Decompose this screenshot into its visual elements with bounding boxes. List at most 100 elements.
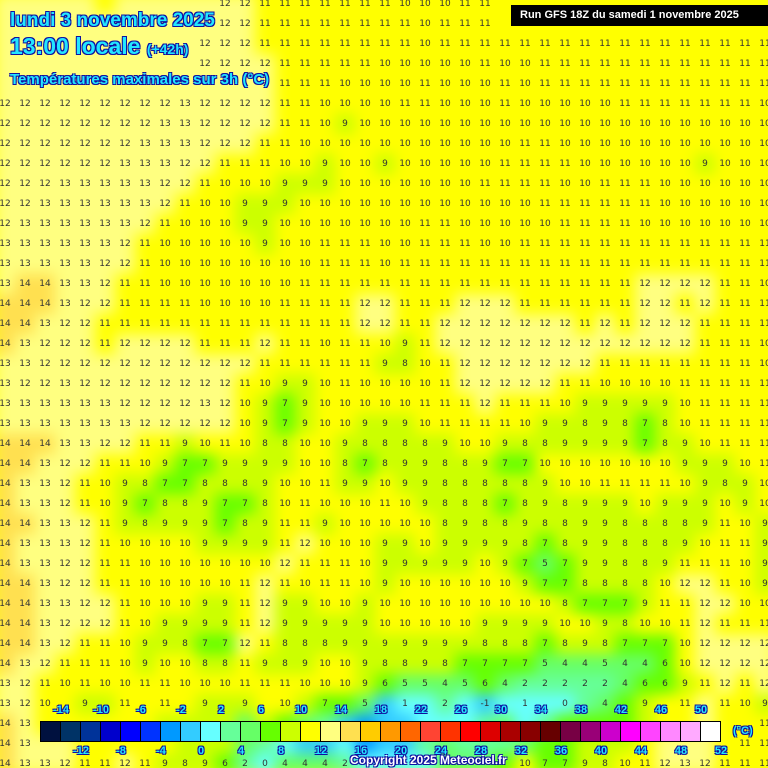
grid-value: 13 — [39, 199, 51, 209]
grid-value: 11 — [519, 39, 531, 49]
grid-value: 7 — [602, 599, 608, 609]
grid-value: 11 — [619, 279, 631, 289]
grid-value: 13 — [79, 399, 91, 409]
grid-value: 10 — [359, 179, 371, 189]
grid-value: 11 — [619, 299, 631, 309]
legend-label-bottom: 20 — [394, 745, 408, 757]
grid-value: 12 — [99, 379, 111, 389]
grid-value: 14 — [39, 299, 51, 309]
grid-value: 10 — [639, 159, 651, 169]
grid-value: 10 — [559, 139, 571, 149]
grid-value: 12 — [159, 399, 171, 409]
grid-value: 11 — [499, 259, 511, 269]
grid-value: 12 — [19, 99, 31, 109]
grid-value: 9 — [142, 639, 148, 649]
grid-value: 11 — [719, 579, 731, 589]
grid-value: 8 — [142, 479, 148, 489]
grid-value: 10 — [699, 539, 711, 549]
grid-value: 11 — [619, 59, 631, 69]
grid-value: 7 — [522, 659, 528, 669]
grid-value: 10 — [439, 0, 451, 9]
grid-value: 10 — [219, 299, 231, 309]
grid-value: 9 — [362, 679, 368, 689]
grid-value: 8 — [562, 519, 568, 529]
grid-value: 11 — [299, 499, 311, 509]
grid-value: 11 — [259, 0, 271, 9]
grid-value: 12 — [199, 39, 211, 49]
grid-value: 10 — [619, 159, 631, 169]
grid-value: 9 — [742, 479, 748, 489]
grid-value: 8 — [482, 639, 488, 649]
parameter-title: Températures maximales sur 3h (°C) — [10, 71, 270, 88]
grid-value: 2 — [522, 679, 528, 689]
grid-value: 9 — [502, 619, 508, 629]
grid-value: 11 — [479, 39, 491, 49]
grid-value: 12 — [39, 139, 51, 149]
legend-swatch — [601, 722, 621, 741]
grid-value: 11 — [479, 0, 491, 9]
grid-value: 11 — [699, 319, 711, 329]
grid-value: 10 — [379, 139, 391, 149]
grid-value: 11 — [299, 279, 311, 289]
grid-value: 10 — [419, 619, 431, 629]
grid-value: 9 — [622, 439, 628, 449]
grid-value: 10 — [199, 199, 211, 209]
grid-value: 9 — [182, 519, 188, 529]
grid-value: 11 — [599, 239, 611, 249]
grid-value: 10 — [459, 599, 471, 609]
grid-value: 8 — [642, 559, 648, 569]
grid-value: 9 — [422, 459, 428, 469]
grid-value: 13 — [59, 239, 71, 249]
grid-value: 12 — [39, 339, 51, 349]
grid-value: 11 — [559, 219, 571, 229]
grid-value: 9 — [222, 619, 228, 629]
grid-value: 12 — [499, 379, 511, 389]
grid-value: 10 — [199, 299, 211, 309]
legend-swatch — [661, 722, 681, 741]
grid-value: 9 — [162, 619, 168, 629]
grid-value: 7 — [222, 639, 228, 649]
grid-value: 12 — [39, 159, 51, 169]
grid-value: 11 — [739, 279, 751, 289]
grid-value: 10 — [279, 239, 291, 249]
grid-value: 11 — [119, 459, 131, 469]
grid-value: 10 — [339, 99, 351, 109]
grid-value: 14 — [0, 519, 11, 529]
grid-value: 10 — [619, 119, 631, 129]
grid-value: 10 — [439, 119, 451, 129]
grid-value: 11 — [599, 79, 611, 89]
grid-value: 10 — [239, 179, 251, 189]
grid-value: 11 — [619, 179, 631, 189]
grid-value: 10 — [219, 259, 231, 269]
grid-value: 11 — [519, 279, 531, 289]
grid-value: 10 — [579, 459, 591, 469]
grid-value: 8 — [562, 599, 568, 609]
grid-value: 11 — [459, 419, 471, 429]
grid-value: 10 — [359, 399, 371, 409]
grid-value: 10 — [459, 139, 471, 149]
grid-value: 12 — [679, 339, 691, 349]
grid-value: 8 — [522, 639, 528, 649]
grid-value: 12 — [19, 199, 31, 209]
grid-value: 13 — [19, 399, 31, 409]
grid-value: 10 — [259, 299, 271, 309]
grid-value: 13 — [139, 159, 151, 169]
grid-value: 11 — [179, 299, 191, 309]
grid-value: 11 — [679, 699, 691, 709]
grid-value: 12 — [179, 159, 191, 169]
grid-value: 11 — [499, 99, 511, 109]
grid-value: 12 — [439, 319, 451, 329]
grid-value: 10 — [319, 119, 331, 129]
grid-value: 11 — [339, 0, 351, 9]
grid-value: 9 — [162, 519, 168, 529]
grid-value: 9 — [202, 759, 208, 768]
grid-value: 12 — [239, 359, 251, 369]
grid-value: 11 — [679, 619, 691, 629]
grid-value: 13 — [179, 119, 191, 129]
grid-value: 10 — [359, 379, 371, 389]
grid-value: 10 — [739, 119, 751, 129]
legend-swatch — [101, 722, 121, 741]
grid-value: 10 — [319, 599, 331, 609]
grid-value: 11 — [599, 39, 611, 49]
grid-value: 13 — [59, 519, 71, 529]
